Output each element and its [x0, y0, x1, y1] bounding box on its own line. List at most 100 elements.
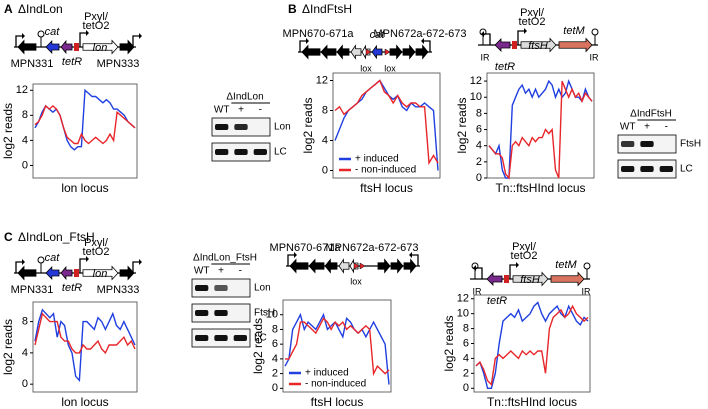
y-tick-label: 8	[22, 109, 28, 121]
legend-label: + induced	[355, 154, 399, 165]
y-tick-label: 2	[272, 368, 278, 380]
blot-band	[215, 124, 229, 130]
series-line	[34, 312, 136, 355]
diagram-label: lon	[93, 42, 108, 54]
panel-letter: C	[4, 230, 13, 244]
gene-arrow	[119, 39, 135, 55]
band-label: Lon	[254, 283, 271, 294]
y-tick-label: 2	[463, 367, 469, 379]
diagram-label: IR	[481, 52, 491, 62]
diagram-label: tetR	[62, 56, 82, 68]
promoter	[476, 267, 483, 279]
legend-label: - non-induced	[355, 165, 416, 176]
operator	[504, 275, 509, 283]
diagram-label: IR	[582, 286, 592, 296]
blot-band	[195, 310, 209, 316]
y-tick-label: 4	[272, 353, 278, 365]
diagram-label: cat	[45, 26, 61, 38]
gene-arrow	[45, 266, 60, 280]
y-tick-label: 10	[457, 308, 469, 320]
y-tick-label: 4	[22, 134, 28, 146]
panel-title: ΔIndLon	[18, 2, 63, 16]
y-tick-label: 8	[22, 315, 28, 327]
blot-band	[234, 149, 248, 155]
gene-arrow	[558, 37, 593, 53]
y-axis-label: log2 reads	[301, 97, 315, 153]
promoter-head	[139, 33, 142, 39]
y-tick-label: 6	[272, 338, 278, 350]
operator	[512, 41, 517, 49]
diagram-label: MPN331	[11, 284, 54, 296]
blot-band	[195, 285, 209, 291]
blot-band	[253, 149, 267, 155]
gene-arrow	[377, 258, 391, 274]
legend-label: + induced	[305, 368, 349, 379]
gene-arrow	[494, 38, 511, 52]
y-tick-label: 0	[22, 159, 28, 171]
gene-arrow	[350, 44, 362, 60]
series-line	[475, 301, 589, 389]
panel-title: ΔIndLon_FtsH	[18, 230, 95, 244]
gene-arrow	[60, 265, 73, 281]
y-tick-label: 0	[476, 172, 482, 184]
diagram-label: cat	[370, 29, 386, 41]
terminator-head	[37, 256, 45, 264]
diagram-label: lox	[350, 276, 362, 286]
promoter	[412, 254, 419, 266]
gene-arrow	[550, 271, 585, 287]
diagram-label: tetM	[555, 259, 577, 271]
y-tick-label: 12	[316, 74, 328, 86]
y-tick-label: 8	[322, 104, 328, 116]
blot-band	[234, 124, 248, 130]
gene-arrow	[82, 39, 119, 55]
lox-site	[353, 262, 360, 270]
gene-arrow	[324, 258, 338, 274]
plot-frame	[32, 301, 138, 393]
blot-band	[621, 166, 635, 172]
y-tick-label: 12	[470, 75, 482, 87]
diagram-label: tetR	[495, 61, 515, 73]
y-tick-label: 0	[22, 378, 28, 390]
band-label: FtsH	[680, 139, 701, 150]
promoter-head	[139, 259, 142, 265]
promoter	[299, 40, 306, 52]
gene-arrow	[320, 44, 337, 60]
series-line	[34, 104, 136, 145]
diagram-label: tetO2	[83, 20, 110, 32]
gene-arrow	[520, 37, 557, 53]
y-tick-label: 8	[476, 107, 482, 119]
band-label: LC	[680, 164, 693, 175]
y-tick-label: 10	[470, 91, 482, 103]
y-tick-label: 10	[266, 309, 278, 321]
plot-frame	[32, 83, 138, 179]
band-label: Lon	[274, 122, 291, 133]
promoter-head	[306, 38, 309, 44]
diagram-label: MPN670-671a	[270, 242, 342, 254]
plot-frame	[282, 299, 392, 393]
diagram-label: ftsH	[528, 40, 548, 52]
diagram-label: cat	[45, 252, 61, 264]
y-axis-label: log2 reads	[455, 97, 469, 153]
diagram-label: IR	[473, 286, 483, 296]
terminator-head	[583, 262, 591, 270]
y-tick-label: 0	[322, 164, 328, 176]
y-tick-label: 12	[16, 84, 28, 96]
gene-arrow	[45, 40, 60, 54]
gene-arrow	[486, 272, 503, 286]
promoter	[15, 35, 22, 47]
y-tick-label: 4	[476, 140, 482, 152]
panel-title: ΔIndFtsH	[302, 2, 352, 16]
gene-arrow	[301, 44, 321, 60]
promoter-head	[294, 252, 297, 258]
y-tick-label: 4	[463, 352, 469, 364]
x-axis-label: Tn::ftsHInd locus	[487, 395, 577, 409]
promoter	[79, 32, 86, 47]
lox-site	[384, 48, 391, 56]
promoter	[517, 30, 524, 45]
legend-label: - non-induced	[305, 379, 366, 390]
diagram-label: MPN670-671a	[283, 28, 355, 40]
promoter	[424, 40, 431, 52]
band-label: LC	[274, 147, 287, 158]
blot-band	[621, 141, 635, 147]
promoter-head	[524, 28, 527, 34]
